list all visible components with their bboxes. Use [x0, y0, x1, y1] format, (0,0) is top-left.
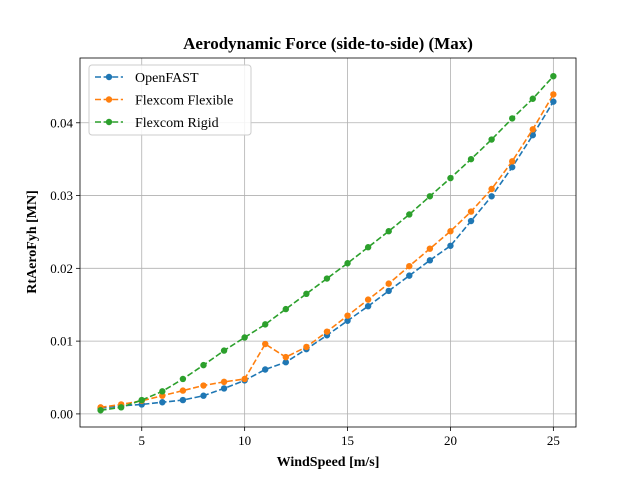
data-point-flexcom-flexible	[262, 340, 269, 348]
data-point-openfast	[344, 317, 351, 324]
data-point-flexcom-flexible	[406, 262, 413, 270]
y-tick-label: 0.04	[50, 115, 73, 130]
legend-swatch-marker	[105, 73, 113, 81]
data-point-flexcom-rigid	[200, 361, 207, 369]
data-point-flexcom-flexible	[529, 126, 536, 133]
data-point-flexcom-flexible	[467, 208, 475, 215]
data-point-flexcom-flexible	[179, 387, 187, 394]
data-point-flexcom-rigid	[179, 375, 187, 383]
legend-label: Flexcom Flexible	[135, 94, 233, 109]
data-point-openfast	[550, 98, 557, 105]
axis-ticks: 5 10 15 20 25 0.00 0.01 0.02 0.03 0.04	[50, 115, 560, 448]
data-point-flexcom-rigid	[159, 388, 166, 395]
data-point-flexcom-rigid	[426, 193, 434, 200]
data-point-openfast	[364, 302, 372, 310]
legend: OpenFAST Flexcom Flexible Flexcom Rigid	[88, 64, 252, 136]
data-point-flexcom-rigid	[138, 396, 145, 404]
legend-entry-flexcom-rigid: Flexcom Rigid	[95, 116, 219, 131]
data-point-flexcom-flexible	[344, 312, 351, 319]
data-point-openfast	[179, 396, 187, 404]
y-tick-label: 0.00	[50, 406, 73, 421]
data-point-flexcom-rigid	[364, 244, 372, 251]
data-point-flexcom-rigid	[488, 136, 495, 143]
data-point-openfast	[385, 287, 392, 295]
data-point-flexcom-rigid	[323, 275, 331, 282]
data-point-flexcom-flexible	[200, 382, 207, 389]
series-line-flexcom-rigid	[100, 75, 554, 412]
data-point-flexcom-rigid	[467, 155, 475, 163]
series-openfast	[97, 98, 557, 412]
data-point-openfast	[529, 131, 536, 139]
data-point-flexcom-flexible	[323, 328, 331, 335]
data-point-flexcom-rigid	[508, 115, 516, 122]
data-point-flexcom-rigid	[550, 72, 557, 80]
data-point-openfast	[426, 257, 434, 264]
x-axis-label: WindSpeed [m/s]	[277, 455, 380, 470]
data-point-flexcom-rigid	[529, 95, 536, 102]
legend-swatch-marker	[105, 96, 113, 103]
data-point-flexcom-rigid	[385, 228, 392, 235]
data-point-flexcom-rigid	[303, 290, 310, 298]
x-tick-label: 5	[138, 433, 145, 448]
data-point-flexcom-flexible	[241, 375, 248, 383]
data-point-flexcom-rigid	[241, 334, 248, 341]
chart-title: Aerodynamic Force (side-to-side) (Max)	[183, 34, 473, 53]
data-point-flexcom-rigid	[406, 211, 413, 218]
data-point-flexcom-rigid	[220, 347, 228, 354]
data-point-flexcom-flexible	[550, 91, 557, 98]
legend-label: Flexcom Rigid	[135, 116, 219, 131]
x-tick-label: 25	[547, 433, 560, 448]
series-flexcom-flexible	[97, 91, 557, 411]
data-point-flexcom-rigid	[262, 321, 269, 328]
y-tick-label: 0.03	[50, 188, 73, 203]
legend-box	[88, 64, 252, 136]
series-line-flexcom-flexible	[100, 93, 555, 409]
series-line-openfast	[100, 101, 555, 409]
data-point-openfast	[508, 163, 516, 171]
data-point-flexcom-flexible	[426, 245, 434, 252]
data-point-flexcom-flexible	[282, 353, 290, 361]
data-point-openfast	[159, 399, 166, 406]
data-point-flexcom-flexible	[364, 296, 372, 303]
data-point-flexcom-flexible	[488, 185, 495, 193]
data-point-flexcom-rigid	[447, 174, 454, 182]
series-layer	[97, 72, 557, 414]
data-point-openfast	[488, 193, 495, 200]
data-point-flexcom-rigid	[97, 407, 104, 414]
plot-frame	[79, 57, 577, 428]
data-point-flexcom-flexible	[303, 343, 310, 351]
data-point-flexcom-rigid	[282, 305, 290, 313]
data-point-flexcom-flexible	[385, 280, 392, 287]
data-point-openfast	[282, 359, 290, 366]
y-axis-label: RtAeroFyh [MN]	[25, 190, 40, 294]
series-flexcom-rigid	[97, 72, 557, 414]
data-point-flexcom-rigid	[117, 404, 125, 411]
data-point-flexcom-flexible	[447, 228, 454, 235]
x-tick-label: 20	[444, 433, 457, 448]
y-tick-label: 0.02	[50, 261, 73, 276]
x-tick-label: 15	[341, 433, 354, 448]
data-point-flexcom-flexible	[220, 378, 228, 386]
data-point-flexcom-flexible	[508, 158, 516, 165]
data-point-openfast	[406, 272, 413, 279]
data-point-openfast	[200, 392, 207, 399]
x-tick-label: 10	[238, 433, 251, 448]
data-point-openfast	[220, 385, 228, 392]
legend-entry-flexcom-flexible: Flexcom Flexible	[95, 94, 233, 109]
data-point-openfast	[262, 366, 269, 373]
data-point-flexcom-rigid	[344, 260, 351, 267]
y-tick-label: 0.01	[50, 334, 73, 349]
legend-swatch-marker	[105, 118, 113, 126]
legend-label: OpenFAST	[135, 71, 199, 86]
legend-entry-openfast: OpenFAST	[95, 71, 199, 86]
data-point-openfast	[447, 242, 454, 249]
data-point-openfast	[467, 217, 475, 225]
